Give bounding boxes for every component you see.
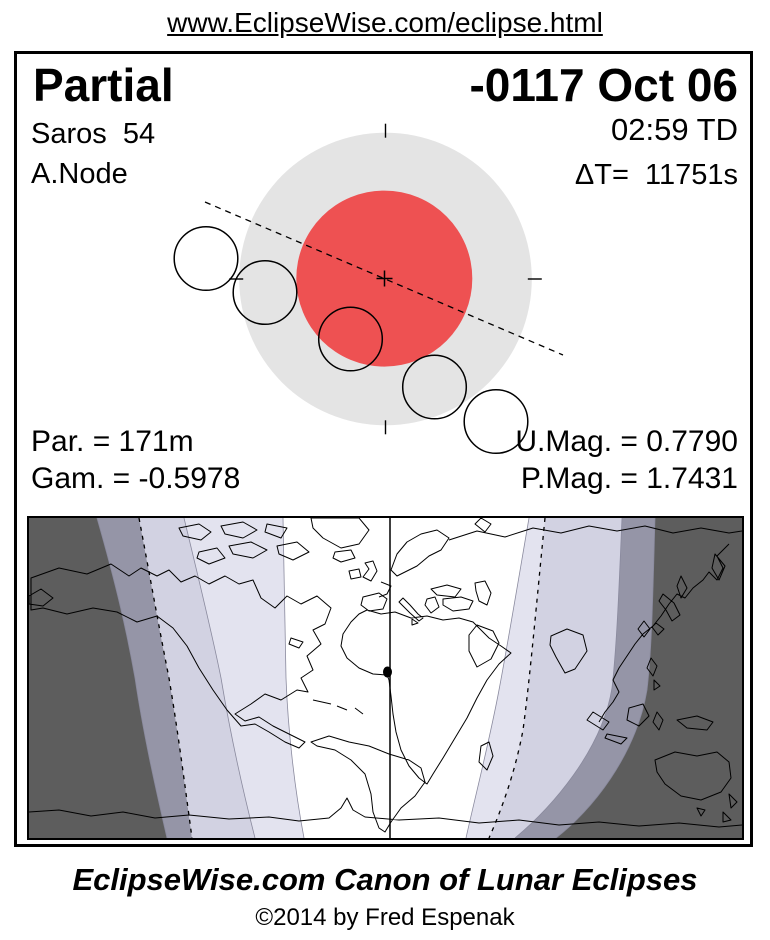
gamma-label: Gam. = -0.5978 bbox=[31, 462, 241, 495]
zone-not-visible-west bbox=[29, 518, 167, 838]
time-label: 02:59 TD bbox=[611, 112, 738, 147]
continent-outlines bbox=[29, 518, 742, 833]
contact-terminator-dashed-curves bbox=[138, 518, 546, 838]
penumbral-magnitude-label: P.Mag. = 1.7431 bbox=[520, 462, 738, 495]
umbral-magnitude-label: U.Mag. = 0.7790 bbox=[515, 425, 738, 458]
eclipse-geometry-diagram bbox=[173, 123, 564, 455]
moon-position-circle bbox=[401, 354, 468, 420]
zone-partial-riseset-east bbox=[515, 518, 655, 838]
zone-not-visible-east bbox=[556, 518, 742, 838]
penumbral-duration-label: Par. = 171m bbox=[31, 425, 194, 458]
saros-label: Saros 54 bbox=[31, 118, 156, 150]
zone-partial-riseset-west bbox=[97, 518, 192, 838]
footer-title: EclipseWise.com Canon of Lunar Eclipses bbox=[72, 862, 698, 897]
zone-penumbral-outer-east bbox=[489, 518, 622, 838]
eclipse-date-label: -0117 Oct 06 bbox=[469, 59, 738, 111]
moon-position-circle bbox=[317, 306, 384, 372]
visibility-map bbox=[27, 516, 744, 840]
eclipse-card-border bbox=[14, 51, 753, 847]
footer-copyright: ©2014 by Fred Espenak bbox=[255, 904, 515, 931]
zone-penumbral-outer-west bbox=[139, 518, 255, 838]
delta-t-label: ΔT= 11751s bbox=[574, 159, 738, 191]
zone-penumbral-inner-east bbox=[466, 518, 545, 838]
moon-position-circle bbox=[173, 225, 239, 292]
greatest-eclipse-point bbox=[383, 666, 392, 678]
map-dynamic-marks bbox=[383, 518, 392, 838]
moon-position-circle bbox=[463, 388, 529, 455]
ecliptic-dashed-line bbox=[204, 201, 564, 356]
zone-boundary-edges bbox=[96, 518, 656, 838]
eclipse-type-label: Partial bbox=[33, 59, 174, 111]
moon-position-circle bbox=[232, 259, 298, 326]
node-label: A.Node bbox=[31, 158, 128, 190]
zone-penumbral-inner-west bbox=[184, 518, 304, 838]
site-url[interactable]: www.EclipseWise.com/eclipse.html bbox=[167, 7, 603, 38]
